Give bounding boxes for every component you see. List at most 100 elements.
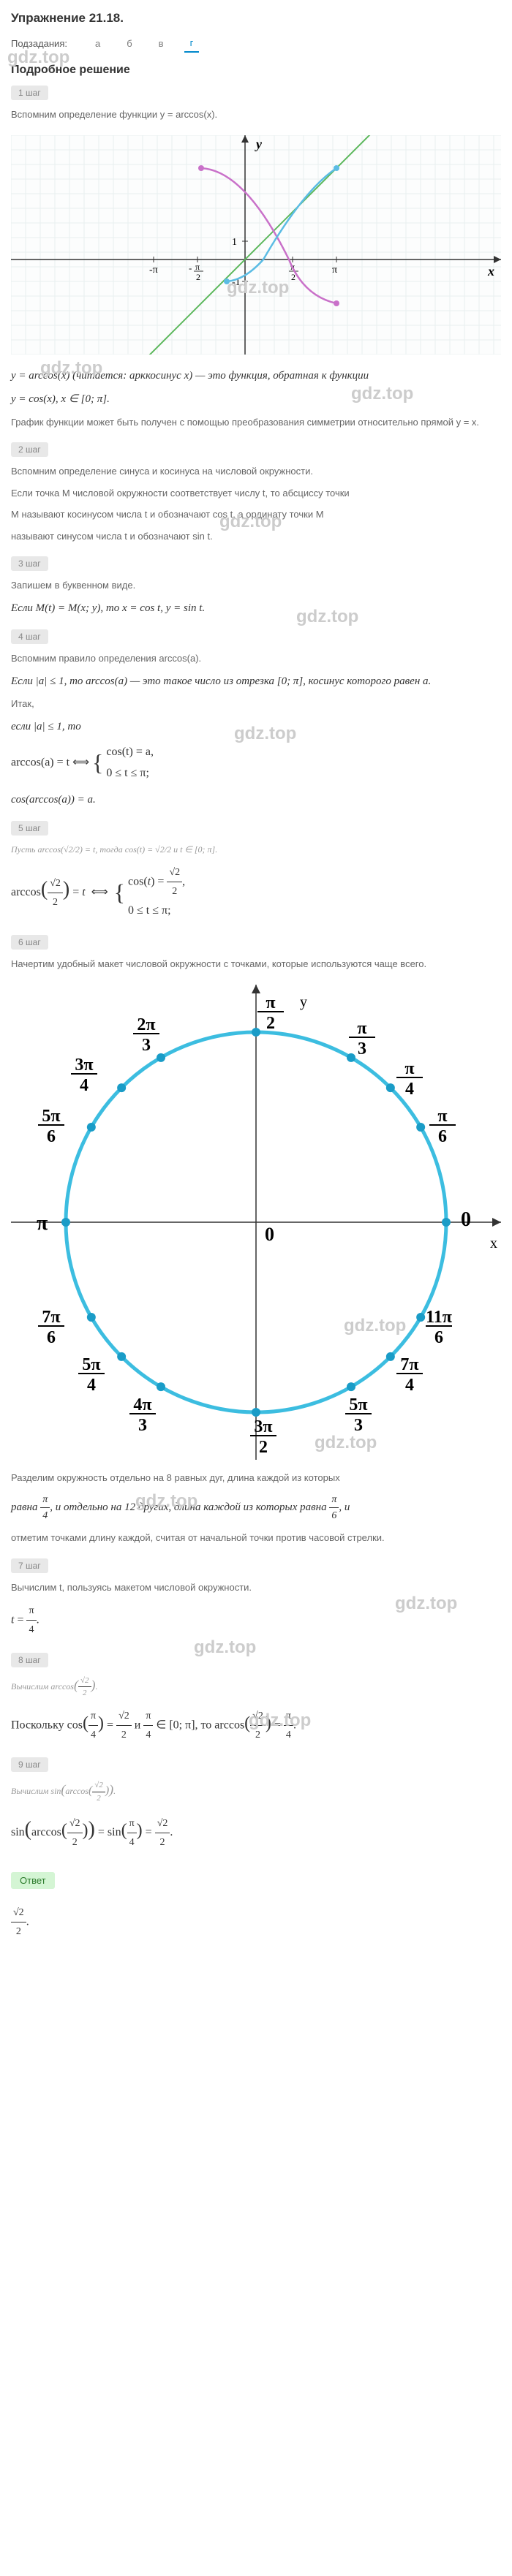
svg-text:-π: -π bbox=[149, 265, 158, 276]
circle-desc-1: Разделим окружность отдельно на 8 равных… bbox=[11, 1471, 501, 1485]
svg-text:6: 6 bbox=[47, 1127, 56, 1146]
sinus-def-2: M называют косинусом числа t и обозначаю… bbox=[11, 507, 501, 522]
svg-text:0: 0 bbox=[461, 1208, 471, 1231]
svg-text:6: 6 bbox=[438, 1127, 447, 1146]
step5-eq2: 0 ≤ t ≤ π; bbox=[128, 901, 185, 922]
t-range: 0 ≤ t ≤ π; bbox=[106, 763, 154, 784]
svg-text:11π: 11π bbox=[426, 1308, 452, 1327]
svg-text:2: 2 bbox=[196, 272, 200, 282]
brace-icon: { bbox=[92, 749, 103, 776]
step-2: 2 шаг Вспомним определение синуса и коси… bbox=[11, 442, 501, 543]
step-badge-2: 2 шаг bbox=[11, 442, 48, 457]
circle-desc-3: отметим точками длину каждой, считая от … bbox=[11, 1531, 501, 1545]
svg-text:5π: 5π bbox=[349, 1395, 367, 1414]
step-3: 3 шаг Запишем в буквенном виде. Если M(t… bbox=[11, 556, 501, 616]
step-7-text: Вычислим t, пользуясь макетом числовой о… bbox=[11, 1580, 501, 1595]
svg-text:2π: 2π bbox=[137, 1015, 155, 1034]
step-7-result: t = π4. bbox=[11, 1602, 501, 1639]
itak: Итак, bbox=[11, 697, 501, 711]
sinus-def-1: Если точка M числовой окружности соответ… bbox=[11, 486, 501, 501]
step-badge-3: 3 шаг bbox=[11, 556, 48, 571]
step-badge-1: 1 шаг bbox=[11, 86, 48, 100]
svg-text:4: 4 bbox=[87, 1376, 96, 1395]
answer-value: √22. bbox=[11, 1903, 501, 1941]
arccos-graph: yx-π-π2π2π1-1 bbox=[11, 135, 501, 357]
svg-text:4: 4 bbox=[405, 1376, 414, 1395]
subtasks-nav: Подзадания: а б в г bbox=[11, 34, 501, 53]
answer-block: Ответ √22. bbox=[11, 1865, 501, 1941]
step-8: 8 шаг Вычислим arccos(√22). Поскольку co… bbox=[11, 1653, 501, 1744]
unit-circle: yx00π6π4π3π22π33π45π6π7π65π44π33π25π37π4… bbox=[11, 985, 501, 1460]
svg-text:π: π bbox=[332, 265, 337, 276]
subtask-g[interactable]: г bbox=[184, 34, 200, 53]
svg-text:5π: 5π bbox=[82, 1355, 100, 1374]
subtask-v[interactable]: в bbox=[153, 35, 170, 52]
step-5-formula-block: arccos(√22) = t ⟺ { cos(t) = √22, 0 ≤ t … bbox=[11, 863, 501, 922]
arccos-formula-block: arccos(a) = t ⟺ { cos(t) = a, 0 ≤ t ≤ π; bbox=[11, 742, 501, 784]
subtasks-label: Подзадания: bbox=[11, 38, 67, 49]
subtask-a[interactable]: а bbox=[89, 35, 106, 52]
step-badge-8: 8 шаг bbox=[11, 1653, 48, 1667]
step-4-text: Вспомним правило определения arccos(a). bbox=[11, 651, 501, 666]
step-9: 9 шаг Вычислим sin(arccos(√22)). sin(arc… bbox=[11, 1757, 501, 1852]
step5-eq1: cos(t) = √22, bbox=[128, 863, 185, 901]
step-badge-6: 6 шаг bbox=[11, 935, 48, 950]
arccos-formula: arccos(a) = t ⟺ bbox=[11, 756, 89, 768]
svg-text:0: 0 bbox=[265, 1224, 274, 1245]
step-badge-5: 5 шаг bbox=[11, 821, 48, 836]
arccos-def-block: y = arccos(x) (читается: арккосинус x) —… bbox=[11, 368, 501, 430]
step-1-text-content: Вспомним определение функции y = arccos(… bbox=[11, 109, 217, 120]
svg-text:4: 4 bbox=[405, 1080, 414, 1099]
svg-text:7π: 7π bbox=[400, 1355, 418, 1374]
svg-text:π: π bbox=[437, 1107, 447, 1126]
svg-text:3: 3 bbox=[142, 1036, 151, 1055]
svg-text:3: 3 bbox=[138, 1416, 147, 1435]
section-title: Подробное решение bbox=[11, 64, 501, 77]
svg-text:2: 2 bbox=[259, 1438, 268, 1457]
circle-svg: yx00π6π4π3π22π33π45π6π7π65π44π33π25π37π4… bbox=[11, 985, 501, 1460]
svg-text:x: x bbox=[487, 264, 494, 279]
svg-text:π: π bbox=[404, 1059, 414, 1078]
arccos-rule-2: если |a| ≤ 1, то bbox=[11, 719, 501, 735]
svg-text:6: 6 bbox=[47, 1328, 56, 1347]
step-5: 5 шаг Пусть arccos(√2/2) = t, тогда cos(… bbox=[11, 821, 501, 922]
svg-text:π: π bbox=[266, 993, 275, 1012]
svg-text:7π: 7π bbox=[42, 1308, 60, 1327]
step-5-intro: Пусть arccos(√2/2) = t, тогда cos(t) = √… bbox=[11, 843, 501, 856]
arccos-def-1: y = arccos(x) (читается: арккосинус x) —… bbox=[11, 368, 501, 384]
step-1-text: Вспомним определение функции y = arccos(… bbox=[11, 107, 501, 122]
svg-text:π: π bbox=[37, 1212, 48, 1235]
svg-text:π: π bbox=[195, 262, 200, 272]
arccos-def-2: y = cos(x), x ∈ [0; π]. bbox=[11, 391, 501, 408]
step-7: 7 шаг Вычислим t, пользуясь макетом числ… bbox=[11, 1558, 501, 1640]
svg-text:x: x bbox=[490, 1235, 497, 1251]
svg-text:3π: 3π bbox=[254, 1417, 272, 1436]
step-badge-7: 7 шаг bbox=[11, 1558, 48, 1573]
svg-text:π: π bbox=[357, 1019, 366, 1038]
step-1: 1 шаг Вспомним определение функции y = a… bbox=[11, 86, 501, 122]
step-4: 4 шаг Вспомним правило определения arcco… bbox=[11, 629, 501, 808]
step-badge-9: 9 шаг bbox=[11, 1757, 48, 1772]
sinus-def-3: называют синусом числа t и обозначают si… bbox=[11, 529, 501, 544]
svg-text:-: - bbox=[189, 262, 192, 273]
svg-text:3: 3 bbox=[358, 1039, 366, 1058]
svg-text:1: 1 bbox=[232, 237, 237, 248]
step-6-text: Начертим удобный макет числовой окружнос… bbox=[11, 957, 501, 971]
brace-icon-2: { bbox=[114, 879, 125, 905]
step-9-result: sin(arccos(√22)) = sin(π4) = √22. bbox=[11, 1811, 501, 1852]
cos-arccos: cos(arccos(a)) = a. bbox=[11, 792, 501, 808]
answer-badge: Ответ bbox=[11, 1872, 55, 1889]
step-9-label: Вычислим sin(arccos(√22)). bbox=[11, 1779, 501, 1804]
svg-text:4: 4 bbox=[80, 1076, 89, 1095]
arccos-rule-1: Если |a| ≤ 1, то arccos(a) — это такое ч… bbox=[11, 673, 501, 690]
step-2-text: Вспомним определение синуса и косинуса н… bbox=[11, 464, 501, 479]
svg-text:y: y bbox=[300, 994, 307, 1010]
circle-desc: Разделим окружность отдельно на 8 равных… bbox=[11, 1471, 501, 1545]
svg-text:y: y bbox=[255, 137, 263, 151]
cos-eq-a: cos(t) = a, bbox=[106, 742, 154, 763]
step-badge-4: 4 шаг bbox=[11, 629, 48, 644]
svg-text:5π: 5π bbox=[42, 1107, 60, 1126]
step-8-label: Вычислим arccos(√22). bbox=[11, 1675, 501, 1700]
subtask-b[interactable]: б bbox=[121, 35, 138, 52]
step-6: 6 шаг Начертим удобный макет числовой ок… bbox=[11, 935, 501, 971]
